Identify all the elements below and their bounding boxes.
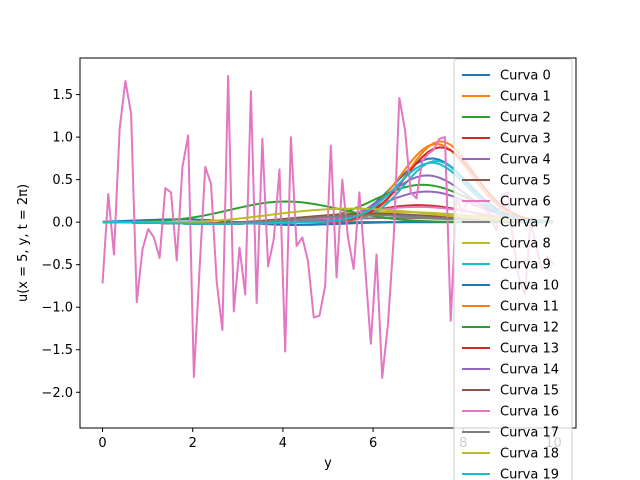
y-tick-label: 0.5 <box>52 173 73 188</box>
x-tick-label: 2 <box>189 436 197 451</box>
legend-entry: Curva 16 <box>500 405 559 420</box>
x-axis-label: y <box>324 456 332 471</box>
legend-entry: Curva 1 <box>500 90 551 105</box>
y-tick-label: −1.0 <box>41 301 73 316</box>
legend-entry: Curva 0 <box>500 69 551 84</box>
legend-entry: Curva 14 <box>500 363 559 378</box>
legend-entry: Curva 10 <box>500 279 559 294</box>
legend: Curva 0 Curva 1 Curva 2 Curva 3 Curva 4 Curva… <box>453 58 573 480</box>
y-axis: −2.0 −1.5 −1.0 −0.5 0.0 0.5 1.0 1.5 <box>41 88 80 401</box>
legend-entry: Curva 19 <box>500 468 559 480</box>
legend-entry: Curva 12 <box>500 321 559 336</box>
y-tick-label: 0.0 <box>52 216 73 231</box>
legend-entry: Curva 3 <box>500 132 551 147</box>
legend-entry: Curva 6 <box>500 195 551 210</box>
legend-entry: Curva 5 <box>500 174 551 189</box>
legend-entry: Curva 9 <box>500 258 551 273</box>
legend-box <box>453 58 573 480</box>
x-tick-label: 6 <box>369 436 377 451</box>
x-tick-label: 0 <box>98 436 106 451</box>
y-axis-label: u(x = 5, y, t = 2π) <box>16 184 31 302</box>
legend-entry: Curva 4 <box>500 153 551 168</box>
y-tick-label: 1.5 <box>52 88 73 103</box>
legend-entry: Curva 2 <box>500 111 551 126</box>
y-tick-label: −0.5 <box>41 258 73 273</box>
legend-entry: Curva 8 <box>500 237 551 252</box>
legend-entry: Curva 17 <box>500 426 559 441</box>
legend-entry: Curva 13 <box>500 342 559 357</box>
legend-entry: Curva 18 <box>500 447 559 462</box>
plot-frame <box>79 57 577 429</box>
legend-entry: Curva 7 <box>500 216 551 231</box>
y-tick-label: −2.0 <box>41 386 73 401</box>
legend-entry: Curva 11 <box>500 300 559 315</box>
y-tick-label: −1.5 <box>41 343 73 358</box>
x-tick-label: 4 <box>279 436 287 451</box>
legend-entry: Curva 15 <box>500 384 559 399</box>
y-tick-label: 1.0 <box>52 131 73 146</box>
